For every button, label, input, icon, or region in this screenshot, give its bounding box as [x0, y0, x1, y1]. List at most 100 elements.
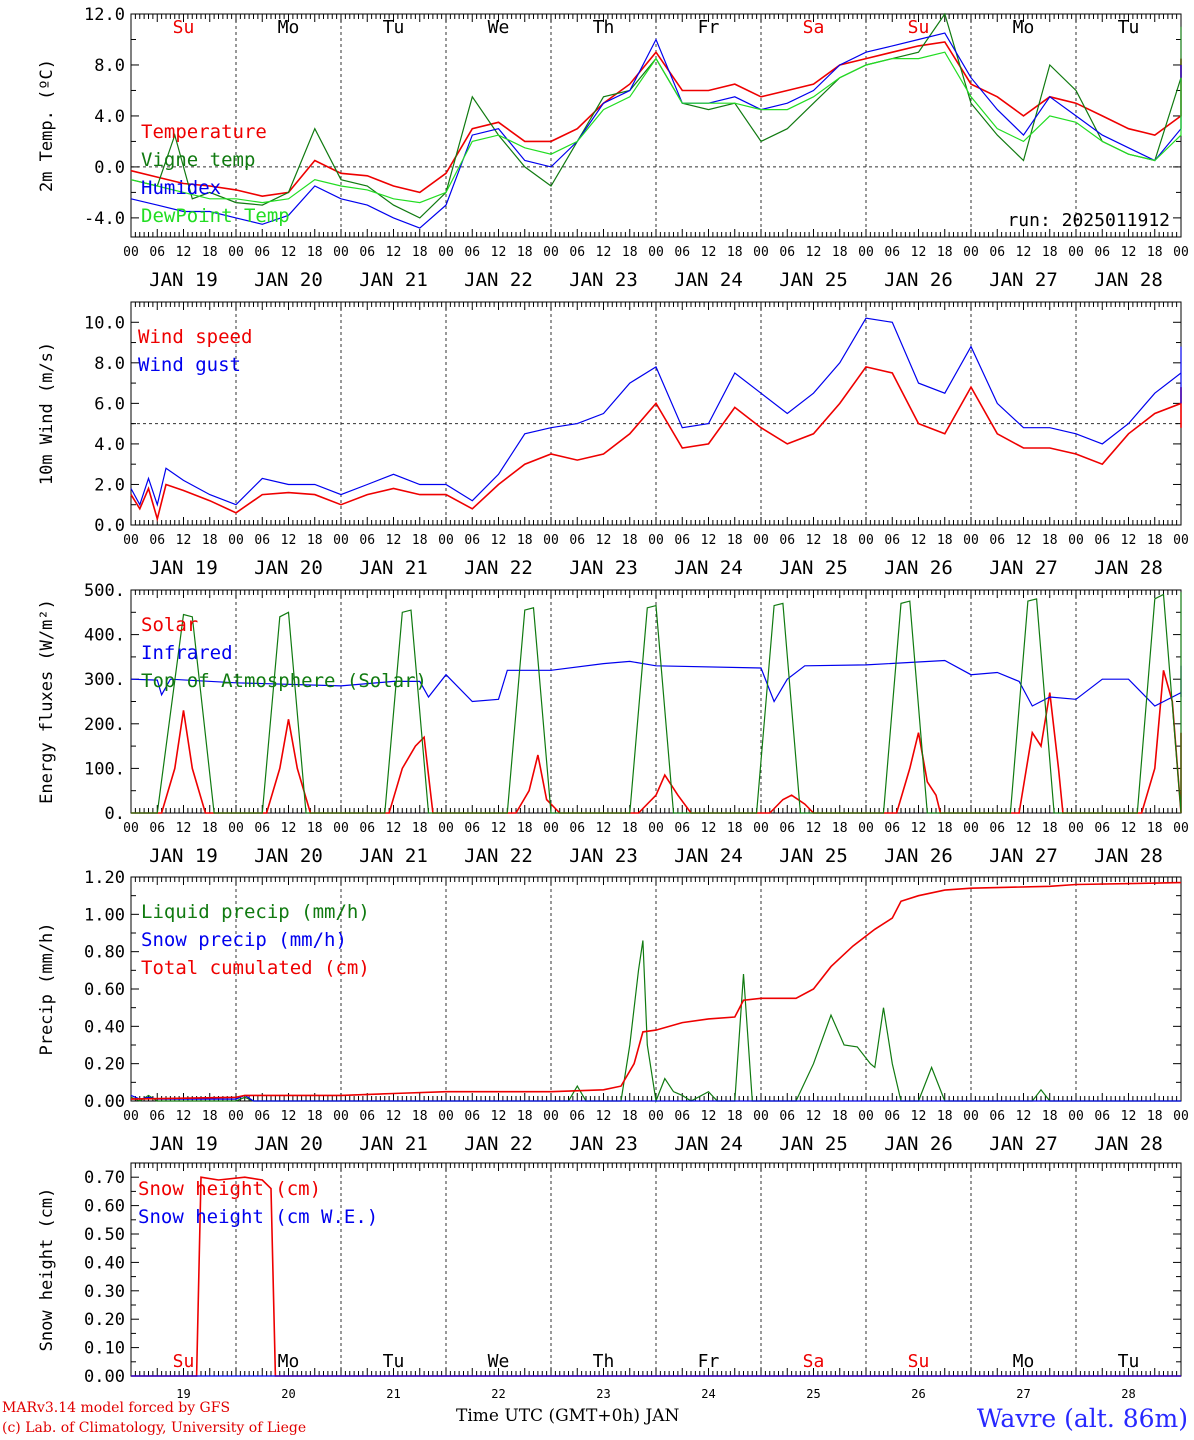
- hour-label: 18: [202, 821, 218, 836]
- hour-label: 00: [228, 821, 244, 836]
- day-label: JAN 28: [1094, 1133, 1163, 1155]
- y-axis-title: Energy fluxes (W/m²): [37, 599, 57, 804]
- day-number-label: 21: [386, 1387, 400, 1401]
- day-label: JAN 22: [464, 557, 533, 579]
- hour-label: 00: [753, 533, 769, 548]
- hour-label: 18: [517, 533, 533, 548]
- series-line-dewpoint-temp: [130, 51, 1182, 204]
- y-tick-label: 0.30: [84, 1282, 125, 1302]
- y-tick-label: 0.20: [84, 1055, 125, 1075]
- hour-label: 00: [123, 821, 139, 836]
- day-label: JAN 27: [989, 557, 1058, 579]
- hour-label: 00: [1173, 533, 1189, 548]
- panel-3: 500. 400. 300. 200. 100. 0. Energy fluxes (W/m…: [37, 581, 1189, 867]
- hour-label: 18: [412, 1109, 428, 1124]
- day-label: JAN 25: [779, 557, 848, 579]
- hour-label: 06: [464, 245, 480, 260]
- hour-label: 06: [149, 533, 165, 548]
- hour-label: 00: [963, 821, 979, 836]
- hour-label: 06: [884, 1109, 900, 1124]
- day-label: JAN 28: [1094, 557, 1163, 579]
- hour-label: 12: [491, 533, 507, 548]
- y-tick-label: 0.40: [84, 1253, 125, 1273]
- hour-label: 00: [438, 245, 454, 260]
- hour-label: 00: [1068, 533, 1084, 548]
- hour-label: 00: [1068, 245, 1084, 260]
- station-name: Wavre (alt. 86m): [976, 1404, 1188, 1433]
- hour-label: 18: [727, 245, 743, 260]
- y-tick-label: 0.0: [94, 158, 125, 178]
- day-number-label: 25: [806, 1387, 820, 1401]
- hour-label: 06: [779, 245, 795, 260]
- legend-entry: Vigne temp: [141, 149, 255, 171]
- plot-frame: [130, 301, 1182, 526]
- legend-entry: Solar: [141, 614, 198, 636]
- hour-label: 18: [1147, 821, 1163, 836]
- hour-label: 18: [307, 245, 323, 260]
- hour-label: 00: [333, 1109, 349, 1124]
- hour-label: 12: [806, 245, 822, 260]
- hour-label: 12: [701, 245, 717, 260]
- hour-label: 06: [149, 1109, 165, 1124]
- y-axis-title: Precip (mm/h): [37, 922, 57, 1055]
- hour-label: 00: [123, 533, 139, 548]
- y-axis-title: Snow height (cm): [37, 1188, 57, 1352]
- hour-label: 18: [937, 245, 953, 260]
- day-number-label: 28: [1121, 1387, 1135, 1401]
- hour-label: 18: [832, 821, 848, 836]
- hour-label: 06: [884, 245, 900, 260]
- hour-label: 00: [543, 821, 559, 836]
- hour-label: 06: [254, 533, 270, 548]
- weekday-label: Su: [173, 1351, 195, 1372]
- day-label: JAN 25: [779, 1133, 848, 1155]
- day-number-label: 22: [491, 1387, 505, 1401]
- day-label: JAN 20: [254, 557, 323, 579]
- hour-label: 00: [648, 1109, 664, 1124]
- day-label: JAN 19: [149, 845, 218, 867]
- hour-label: 12: [491, 821, 507, 836]
- hour-label: 12: [386, 245, 402, 260]
- hour-label: 12: [1016, 821, 1032, 836]
- y-tick-label: 2.0: [94, 475, 125, 495]
- day-label: JAN 21: [359, 845, 428, 867]
- y-tick-label: 300.: [84, 670, 125, 690]
- y-tick-label: 10.0: [84, 313, 125, 333]
- hour-label: 18: [727, 821, 743, 836]
- series-line-solar: [131, 670, 1182, 814]
- series-line-total-cumulated-cm-: [130, 881, 1182, 1100]
- hour-label: 18: [307, 533, 323, 548]
- y-tick-label: -4.0: [84, 209, 125, 229]
- hour-label: 18: [202, 533, 218, 548]
- hour-label: 18: [622, 533, 638, 548]
- run-label: run: 2025011912: [1007, 210, 1170, 231]
- hour-label: 00: [438, 533, 454, 548]
- hour-label: 00: [858, 245, 874, 260]
- hour-label: 06: [254, 245, 270, 260]
- y-tick-label: 1.20: [84, 868, 125, 888]
- day-label: JAN 20: [254, 1133, 323, 1155]
- hour-label: 18: [937, 533, 953, 548]
- hour-label: 18: [1042, 1109, 1058, 1124]
- hour-label: 06: [989, 821, 1005, 836]
- hour-label: 00: [228, 1109, 244, 1124]
- hour-label: 12: [491, 245, 507, 260]
- y-axis-title: 10m Wind (m/s): [37, 342, 57, 485]
- hour-label: 18: [622, 1109, 638, 1124]
- day-label: JAN 23: [569, 269, 638, 291]
- hour-label: 06: [464, 1109, 480, 1124]
- weekday-label: Sa: [803, 1351, 825, 1372]
- day-label: JAN 25: [779, 845, 848, 867]
- hour-label: 12: [1121, 821, 1137, 836]
- day-label: JAN 23: [569, 557, 638, 579]
- hour-label: 00: [648, 533, 664, 548]
- legend-entry: Snow precip (mm/h): [141, 929, 347, 951]
- hour-label: 18: [937, 821, 953, 836]
- hour-label: 12: [176, 1109, 192, 1124]
- day-label: JAN 20: [254, 845, 323, 867]
- series-line-humidex: [130, 32, 1182, 229]
- hour-label: 06: [1094, 1109, 1110, 1124]
- hour-label: 00: [648, 245, 664, 260]
- hour-label: 12: [596, 245, 612, 260]
- series-line-wind-gust: [130, 317, 1182, 507]
- day-label: JAN 20: [254, 269, 323, 291]
